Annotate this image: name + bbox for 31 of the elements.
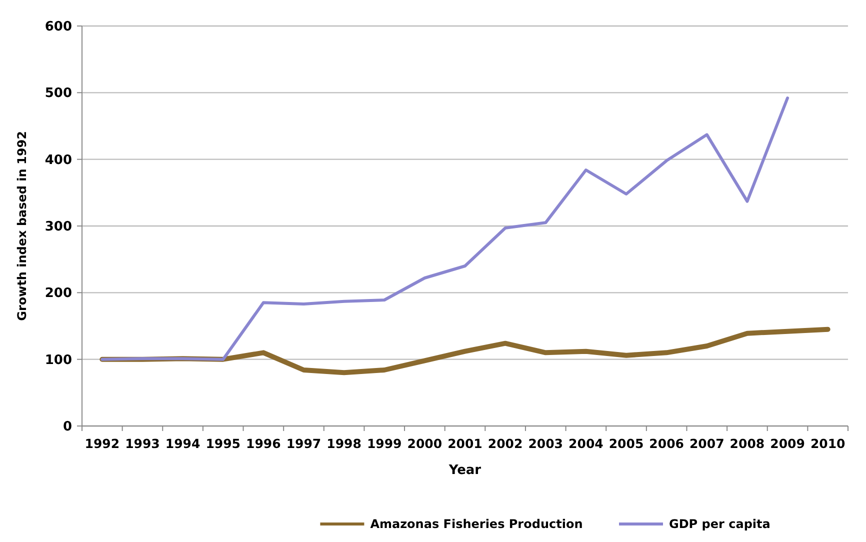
y-axis-title: Growth index based in 1992: [15, 131, 29, 321]
legend-label: Amazonas Fisheries Production: [370, 517, 583, 532]
x-tick-label: 1993: [125, 436, 160, 451]
y-tick-label: 0: [62, 420, 72, 435]
x-tick-label: 1994: [165, 436, 200, 451]
y-tick-label: 300: [44, 220, 72, 235]
x-tick-label: 1992: [84, 436, 120, 451]
x-tick-label: 1996: [246, 436, 282, 451]
line-series: [100, 96, 790, 361]
x-tick-label: 2007: [689, 436, 724, 451]
x-tick-label: 2009: [770, 436, 805, 451]
x-tick-label: 1995: [206, 436, 241, 451]
x-tick-label: 2002: [488, 436, 523, 451]
x-axis-title: Year: [448, 463, 482, 478]
x-tick-label: 2010: [810, 436, 846, 451]
y-tick-label: 200: [44, 286, 72, 302]
y-tick-label: 100: [44, 352, 72, 368]
y-tick-label: 400: [44, 152, 72, 168]
x-tick-label: 1997: [286, 436, 322, 451]
x-tick-label: 2004: [568, 436, 604, 451]
y-tick-label: 600: [44, 20, 72, 35]
x-tick-label: 1998: [326, 436, 362, 451]
legend-label: GDP per capita: [669, 517, 770, 532]
y-tick-label: 500: [44, 86, 72, 102]
x-tick-label: 2006: [649, 436, 684, 451]
x-tick-label: 1999: [366, 436, 402, 451]
x-tick-label: 2000: [407, 436, 442, 451]
x-tick-label: 2003: [528, 436, 564, 451]
x-tick-label: 2008: [730, 436, 765, 451]
x-tick-label: 2001: [448, 436, 482, 451]
x-tick-label: 2005: [608, 436, 644, 451]
